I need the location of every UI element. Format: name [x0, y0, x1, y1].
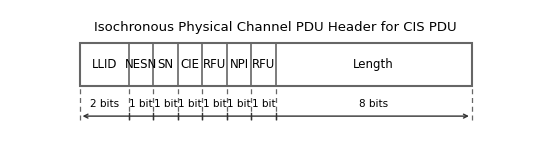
Text: Length: Length [353, 57, 394, 71]
Text: 1 bit: 1 bit [252, 99, 275, 109]
Text: NESN: NESN [125, 57, 157, 71]
Text: 1 bit: 1 bit [129, 99, 153, 109]
Text: 2 bits: 2 bits [90, 99, 119, 109]
Text: 1 bit: 1 bit [154, 99, 178, 109]
Text: RFU: RFU [252, 57, 275, 71]
Text: LLID: LLID [91, 57, 117, 71]
Text: 1 bit: 1 bit [178, 99, 202, 109]
Text: NPI: NPI [229, 57, 249, 71]
Text: SN: SN [158, 57, 174, 71]
Text: 8 bits: 8 bits [359, 99, 388, 109]
Text: RFU: RFU [203, 57, 226, 71]
Bar [80, 42, 472, 86]
Text: 1 bit: 1 bit [203, 99, 226, 109]
Text: CIE: CIE [180, 57, 200, 71]
Text: 1 bit: 1 bit [227, 99, 251, 109]
Text: Isochronous Physical Channel PDU Header for CIS PDU: Isochronous Physical Channel PDU Header … [94, 21, 457, 34]
